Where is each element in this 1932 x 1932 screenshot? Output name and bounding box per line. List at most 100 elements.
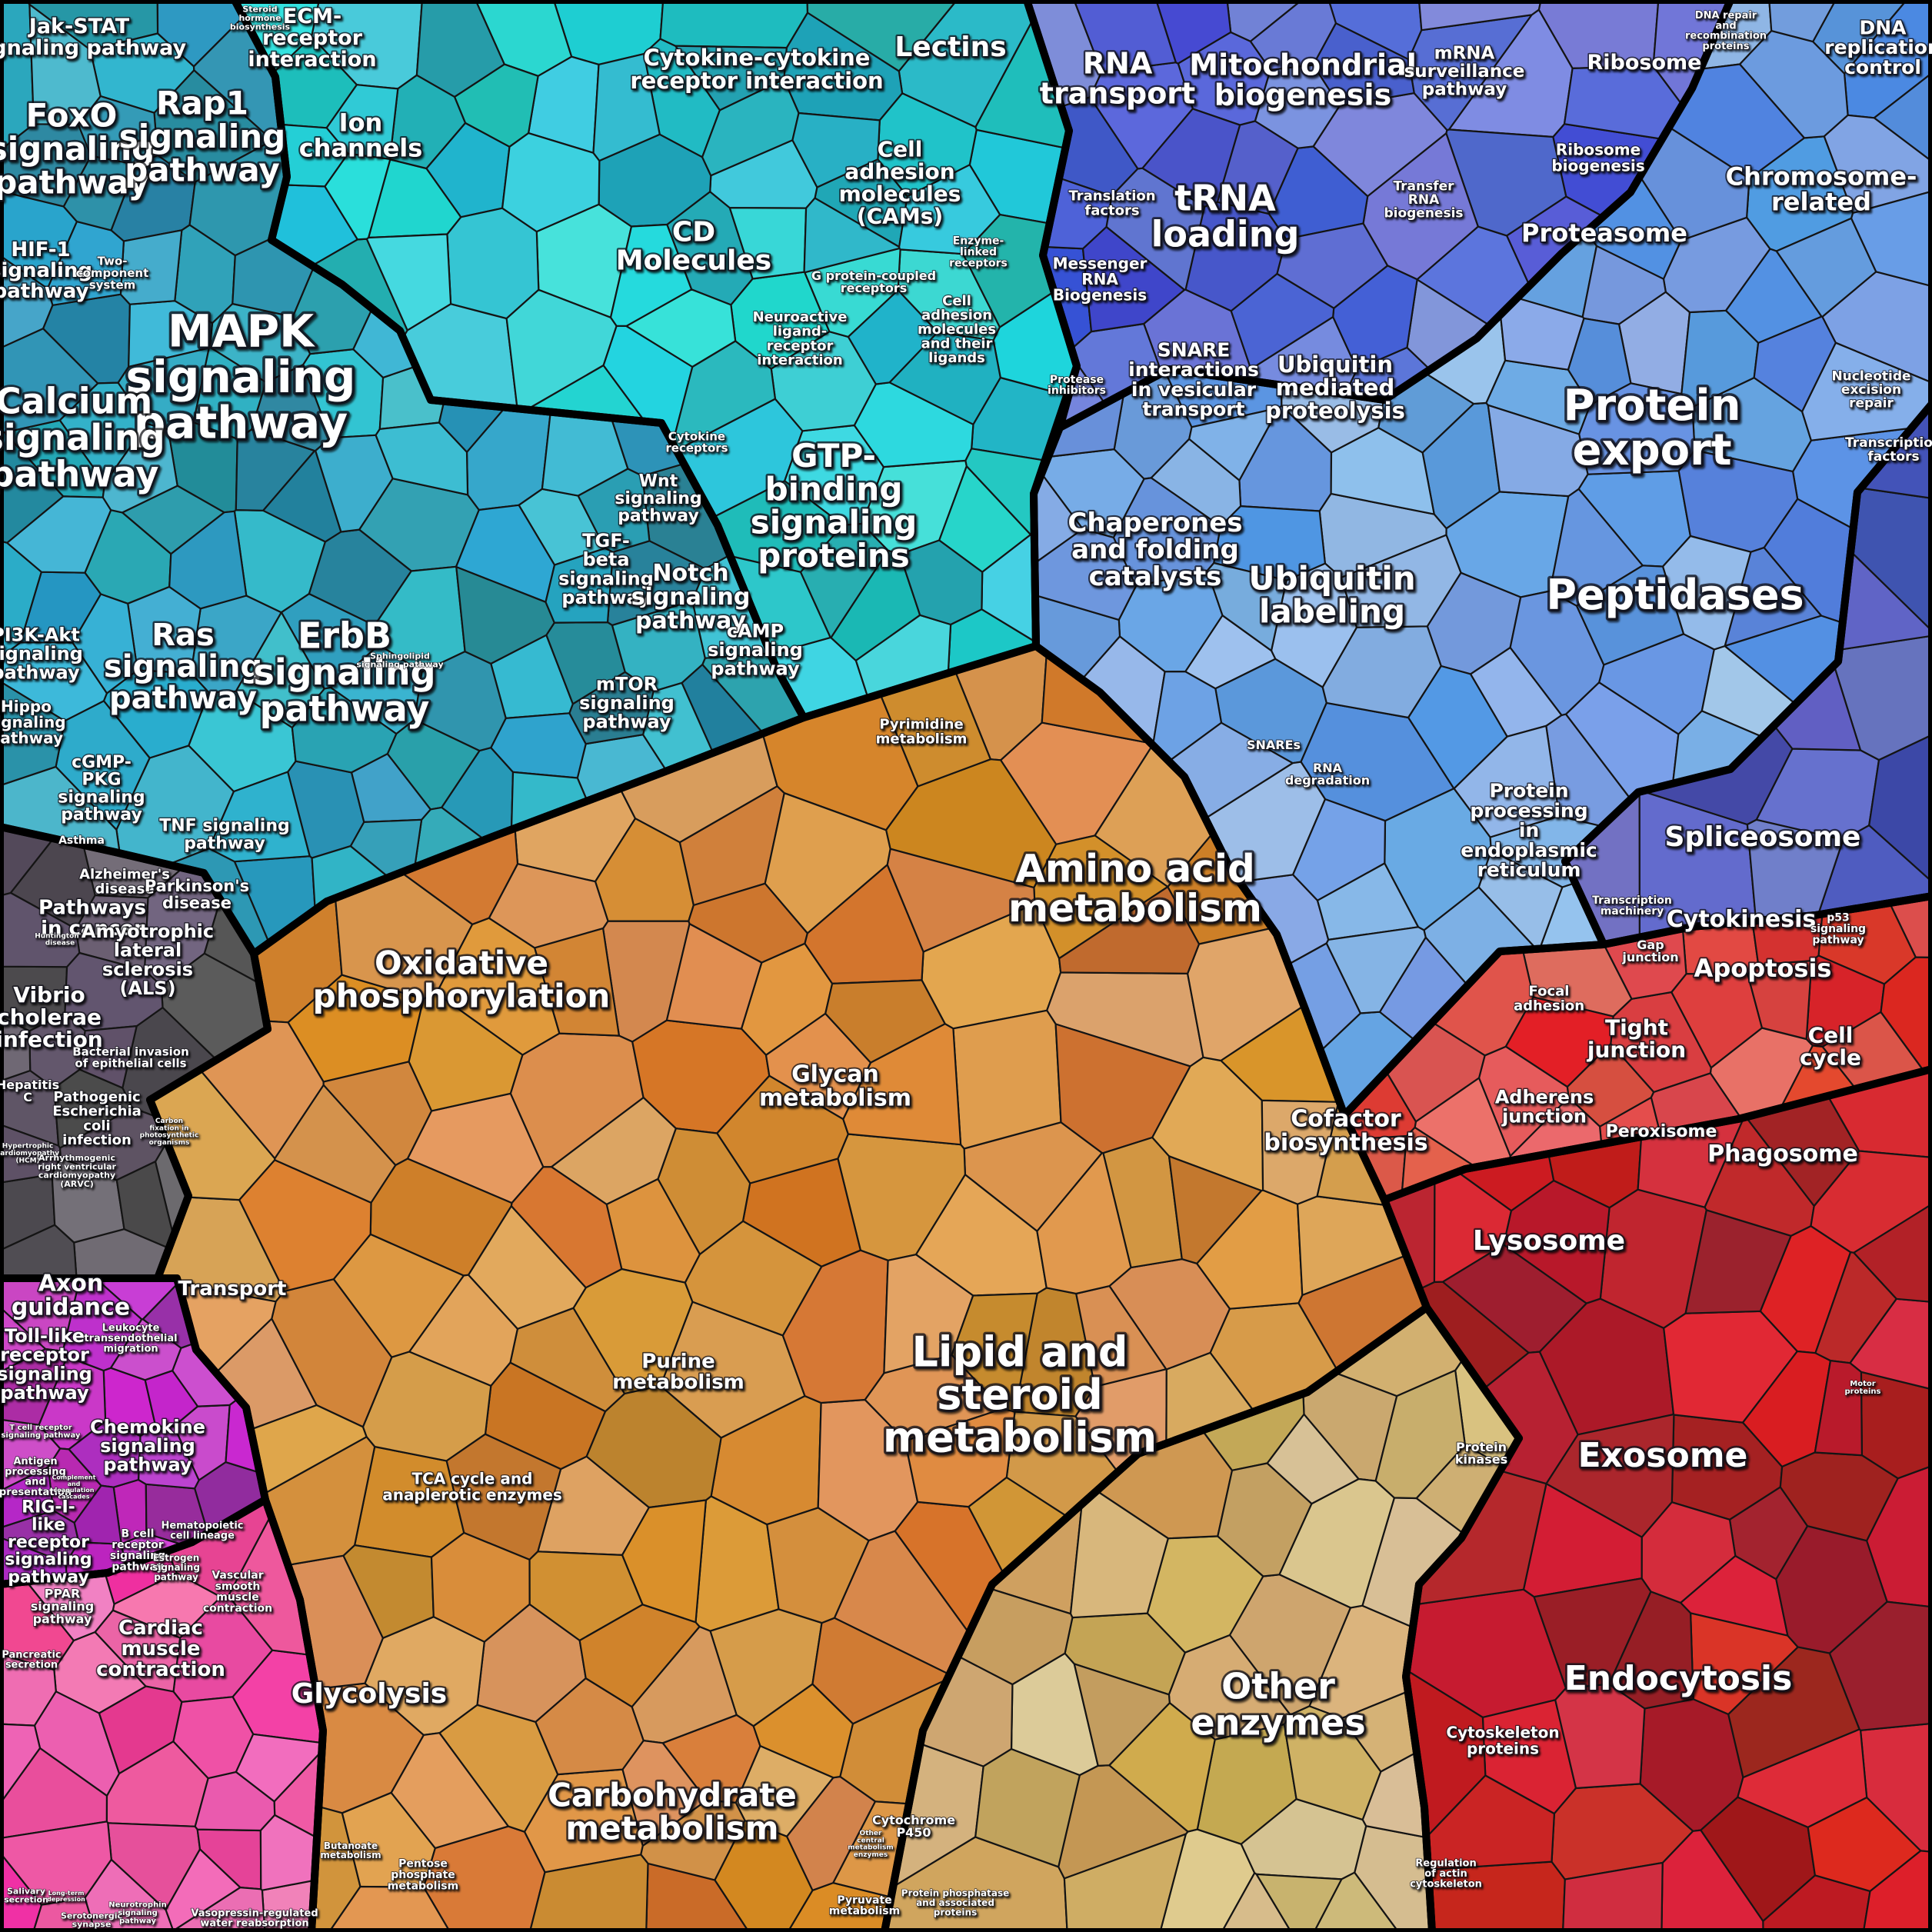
treemap-cell	[1340, 534, 1462, 628]
region-cells-cell-junctions	[1343, 894, 1932, 1201]
treemap-label: Enzyme-linked receptors	[949, 235, 1008, 270]
treemap-labels: Jak-STATsignaling pathway FoxOsignalingpa…	[0, 4, 1932, 1930]
treemap-label: Steroid hormone biosynthesis	[230, 5, 291, 32]
treemap-label: Exosome	[1578, 1436, 1748, 1475]
treemap-label: SNAREs	[1247, 738, 1301, 752]
treemap-label: Toll-like receptor signaling pathway	[0, 1325, 92, 1404]
treemap-cell	[1868, 734, 1932, 883]
treemap-label: Pathways in cancer	[38, 897, 146, 941]
treemap-cell	[806, 0, 958, 72]
treemap-cell	[1862, 1850, 1932, 1932]
treemap-label: TCA cycle and anaplerotic enzymes	[382, 1470, 562, 1504]
treemap-cell	[791, 112, 881, 188]
treemap-cell	[1561, 1861, 1664, 1932]
treemap-label: T cell receptor signaling pathway	[1, 1424, 81, 1440]
treemap-cell	[510, 1166, 623, 1289]
treemap-label: RIG-I-like receptor signaling pathway	[5, 1498, 92, 1587]
treemap-label: CD Molecules	[616, 216, 771, 276]
treemap-cell	[291, 686, 398, 774]
treemap-label: Alzheimer's disease	[79, 867, 170, 898]
treemap-label: Butanoate metabolism	[320, 1840, 381, 1860]
treemap-label: Messenger RNA Biogenesis	[1053, 254, 1148, 304]
treemap-label: Chromosome-related	[1726, 162, 1917, 217]
treemap-cell	[799, 522, 889, 639]
treemap-label: Lysosome	[1473, 1225, 1625, 1257]
treemap-label: Two-component system	[76, 255, 149, 292]
region-cells-other-enzymes	[883, 1306, 1521, 1932]
treemap-cell	[1036, 1151, 1132, 1295]
treemap-label: Carbohydrate metabolism	[548, 1776, 797, 1847]
treemap-cell	[98, 1685, 183, 1774]
treemap-cell	[1469, 646, 1563, 738]
treemap-label: Cell adhesion molecules and their ligands	[918, 293, 996, 366]
treemap-label: ErbB signaling pathway	[253, 615, 435, 730]
treemap-cell	[119, 229, 183, 305]
treemap-label: Calcium signaling pathway	[0, 381, 165, 495]
treemap-label: Carbon fixation in photosynthetic organisms	[140, 1118, 199, 1147]
treemap-label: Neuroactive ligand-receptor interaction	[753, 309, 848, 368]
treemap-cell	[430, 1531, 531, 1643]
treemap-label: Ubiquitin mediated proteolysis	[1265, 351, 1405, 424]
treemap-label: TGF-beta signaling pathway	[558, 530, 654, 608]
treemap-cell	[192, 346, 267, 440]
treemap-cell	[1266, 1413, 1360, 1505]
treemap-cell	[534, 927, 621, 1037]
treemap-label: Cytochrome P450	[872, 1813, 955, 1840]
treemap-label: Vascular smooth muscle contraction	[203, 1569, 272, 1614]
treemap-label: GTP-binding signaling proteins	[751, 437, 917, 575]
treemap-cell	[0, 328, 99, 434]
treemap-cell	[578, 1604, 701, 1708]
treemap-cell	[974, 1748, 1081, 1868]
treemap-cell	[1487, 404, 1589, 498]
treemap-cell	[1417, 0, 1542, 32]
treemap-cell	[609, 223, 693, 327]
treemap-cell	[770, 331, 877, 432]
treemap-label: Oxidative phosphorylation	[313, 944, 611, 1014]
treemap-label: Hypertrophic cardiomyopathy (HCM)	[0, 1143, 59, 1165]
treemap-cell	[1747, 959, 1813, 1041]
treemap-label: Phagosome	[1707, 1141, 1858, 1168]
treemap-label: Hipposignalingpathway	[0, 697, 66, 747]
treemap-label: cAMP signaling pathway	[708, 620, 803, 679]
treemap-label: DNA repair and recombination proteins	[1685, 10, 1767, 52]
treemap-label: Salivary secretion	[4, 1886, 48, 1904]
treemap-cell	[415, 0, 505, 98]
treemap-cell	[0, 1723, 42, 1805]
treemap-label: Serotonergic synapse	[61, 1910, 122, 1929]
treemap-cell	[550, 1096, 677, 1206]
treemap-label: TNF signaling pathway	[159, 817, 290, 854]
treemap-cell	[408, 1274, 519, 1387]
treemap-cell	[505, 288, 618, 411]
treemap-cell	[1453, 724, 1561, 838]
treemap-cell	[764, 1012, 872, 1121]
treemap-label: RNA transport	[1040, 46, 1195, 110]
treemap-label: Endocytosis	[1564, 1659, 1793, 1698]
treemap-label: Regulation of actin cytoskeleton	[1410, 1858, 1482, 1890]
treemap-cell	[1814, 1359, 1863, 1457]
treemap-cell	[659, 0, 809, 49]
treemap-label: Ribosome	[1587, 51, 1702, 75]
treemap-label: Hepatitis C	[0, 1078, 59, 1104]
treemap-label: Complement and coagulation cascades	[52, 1474, 96, 1501]
treemap-cell	[951, 1292, 1038, 1413]
treemap-label: PI3K-Aktsignalingpathway	[0, 624, 83, 683]
treemap-label: Rap1 signaling pathway	[119, 85, 285, 189]
treemap-label: G protein-coupled receptors	[811, 268, 936, 295]
treemap-cell	[824, 979, 946, 1064]
treemap-label: Pentose phosphate metabolism	[388, 1858, 458, 1893]
treemap-cell	[509, 1307, 626, 1413]
treemap-label: Vibrio cholerae infection	[0, 982, 103, 1052]
treemap-label: Wnt signaling pathway	[615, 471, 701, 525]
treemap-label: Pyruvate metabolism	[829, 1894, 900, 1917]
region-border-organelles-transport	[1381, 1065, 1932, 1932]
treemap-cell	[208, 771, 311, 863]
treemap-label: Pancreatic secretion	[2, 1649, 61, 1671]
treemap-label: Ras signaling pathway	[104, 618, 262, 716]
treemap-label: Transcription machinery	[1592, 894, 1672, 918]
treemap-cell	[1261, 1099, 1340, 1205]
treemap-cell	[1441, 1244, 1587, 1354]
treemap-label: Protein processing in endoplasmic reticulum	[1461, 780, 1597, 881]
treemap-cell	[1850, 190, 1932, 288]
treemap-cell	[0, 1306, 47, 1373]
